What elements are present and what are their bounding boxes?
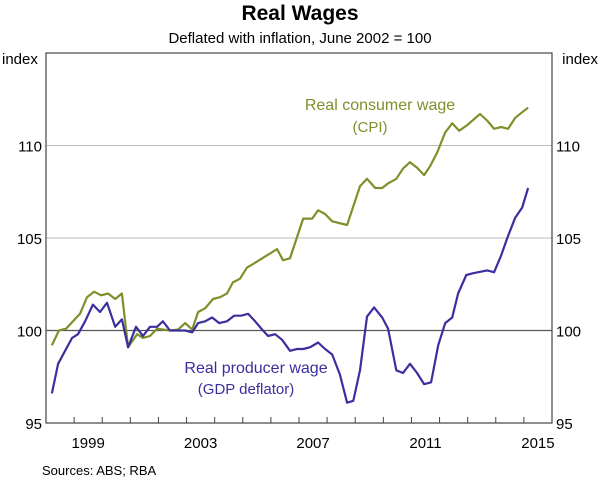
- legend-consumer-wage: Real consumer wage: [305, 97, 455, 114]
- legend-consumer-wage-sub: (CPI): [353, 119, 388, 136]
- y-tick-label-right: 110: [556, 139, 580, 156]
- legend-producer-wage-sub: (GDP deflator): [198, 381, 294, 398]
- series-line-producer-wage: [50, 187, 530, 404]
- series-lines: [50, 106, 530, 404]
- y-tick-label-right: 105: [556, 231, 581, 248]
- y-tick-label-left: 95: [25, 416, 42, 433]
- x-tick-label: 2015: [521, 435, 554, 452]
- y-tick-labels: 95 95 100 100 105 105 110 110: [17, 139, 581, 434]
- y-axis-label-left: index: [2, 51, 38, 68]
- y-tick-label-left: 100: [17, 324, 42, 341]
- series-line-consumer-wage: [50, 106, 529, 349]
- legend-producer-wage: Real producer wage: [184, 360, 327, 377]
- x-tick-label: 2003: [184, 435, 217, 452]
- y-tick-label-right: 100: [556, 324, 581, 341]
- source-note: Sources: ABS; RBA: [42, 463, 156, 478]
- x-tick-label: 2007: [296, 435, 329, 452]
- y-tick-label-left: 110: [18, 139, 42, 156]
- chart-title: Real Wages: [241, 2, 358, 25]
- y-axis-label-right: index: [562, 51, 598, 68]
- chart-subtitle: Deflated with inflation, June 2002 = 100: [168, 30, 431, 47]
- x-ticks: 1999 2003 2007 2011 2015: [71, 417, 555, 452]
- x-tick-label: 1999: [71, 435, 104, 452]
- x-tick-label: 2011: [409, 435, 441, 452]
- plot-frame: [45, 52, 553, 424]
- gridlines: [46, 145, 552, 332]
- y-tick-label-left: 105: [17, 231, 42, 248]
- y-tick-label-right: 95: [556, 416, 573, 433]
